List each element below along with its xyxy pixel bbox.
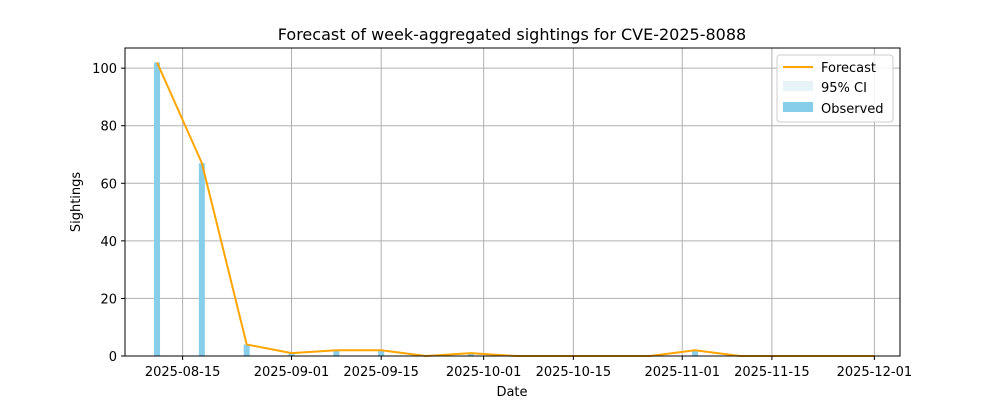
x-tick-label: 2025-09-01 [254, 365, 330, 380]
x-tick-label: 2025-11-15 [734, 365, 810, 380]
observed-bar [198, 163, 205, 356]
y-tick-label: 80 [100, 120, 117, 135]
y-axis-label: Sightings [69, 172, 84, 233]
observed-bars [154, 62, 699, 357]
observed-bar [692, 350, 699, 356]
legend: Forecast 95% CI Observed [776, 54, 894, 123]
y-tick-label: 100 [92, 62, 117, 77]
chart-title: Forecast of week-aggregated sightings fo… [278, 25, 746, 44]
x-tick-label: 2025-10-15 [536, 365, 612, 380]
x-axis-label: Date [496, 385, 527, 400]
observed-bar [243, 344, 250, 356]
legend-ci-label: 95% CI [821, 81, 867, 96]
observed-bar [467, 353, 474, 356]
y-tick-label: 0 [109, 350, 117, 365]
y-tick-label: 20 [100, 292, 117, 307]
axis-ticks: 2025-08-15 2025-09-01 2025-09-15 2025-10-01… [92, 62, 912, 380]
legend-observed-swatch [783, 102, 813, 112]
observed-bar [288, 353, 295, 356]
x-tick-label: 2025-08-15 [145, 365, 221, 380]
y-tick-label: 60 [100, 177, 117, 192]
x-tick-label: 2025-12-01 [837, 365, 913, 380]
observed-bar [378, 350, 385, 356]
x-tick-label: 2025-11-01 [644, 365, 720, 380]
legend-forecast-label: Forecast [821, 61, 876, 76]
legend-ci-swatch [783, 81, 813, 91]
x-tick-label: 2025-09-15 [343, 365, 419, 380]
plot-area-frame [124, 47, 901, 357]
observed-bar [154, 62, 161, 357]
x-tick-label: 2025-10-01 [446, 365, 522, 380]
y-tick-label: 40 [100, 235, 117, 250]
legend-observed-label: Observed [821, 102, 884, 117]
observed-bar [333, 350, 340, 356]
